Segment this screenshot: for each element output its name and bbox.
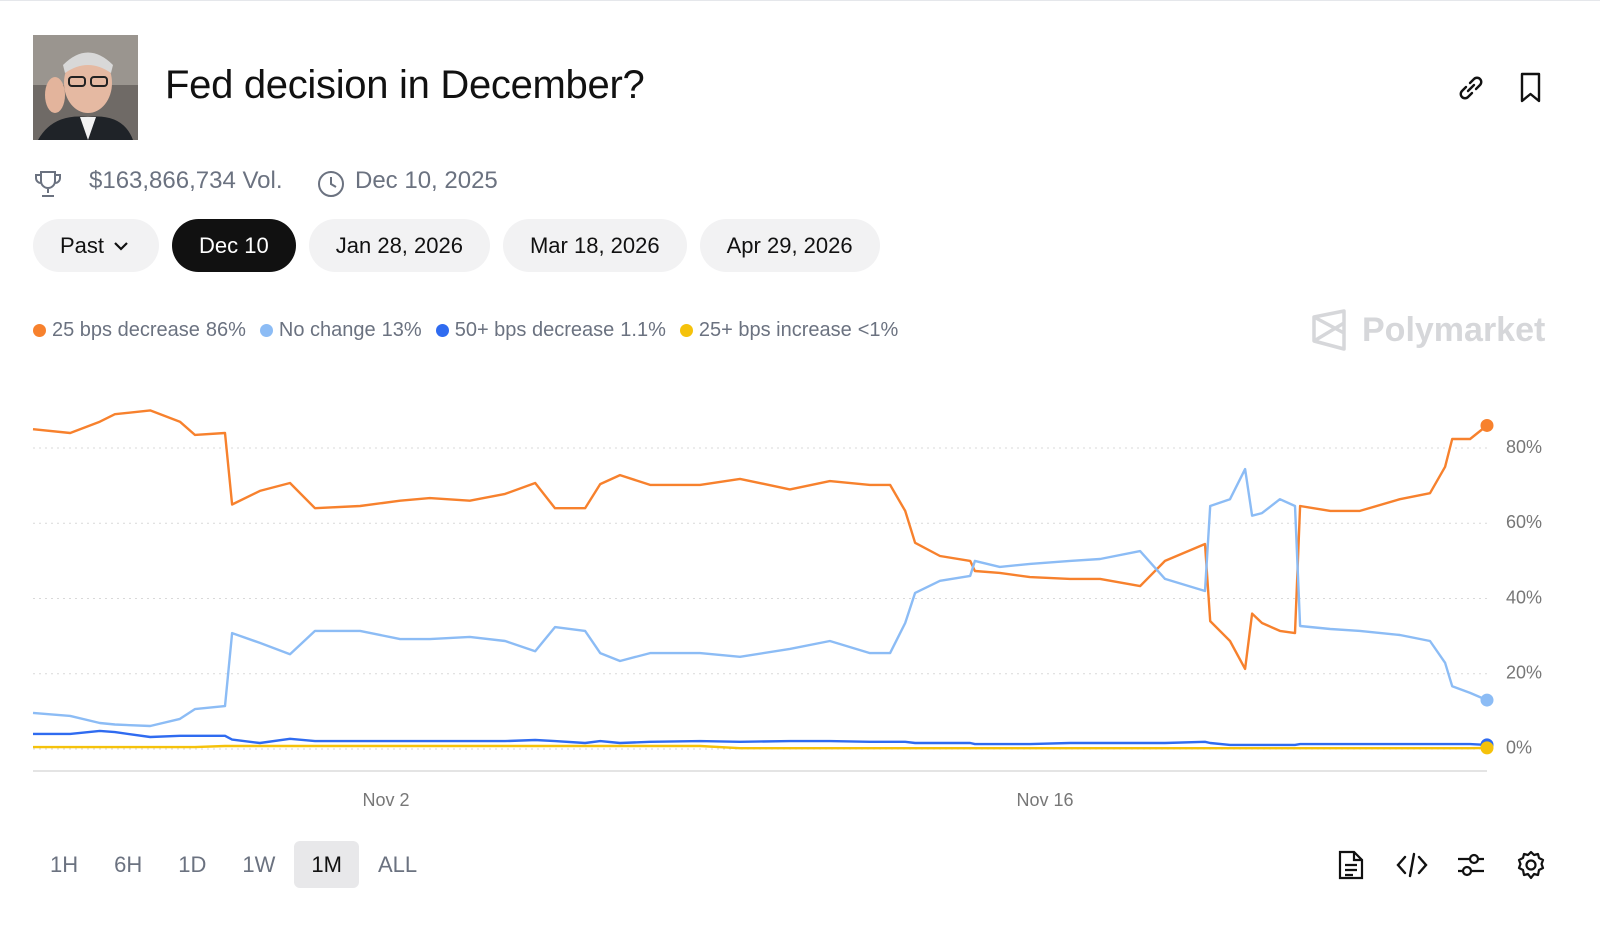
date-tab[interactable]: Mar 18, 2026: [502, 219, 687, 272]
legend-value: 86%: [205, 319, 246, 341]
date-tab[interactable]: Jan 28, 2026: [308, 219, 490, 272]
brand-name: Polymarket: [1362, 310, 1546, 349]
tab-label: Jan 28, 2026: [335, 232, 463, 258]
range-button[interactable]: 1D: [178, 851, 207, 877]
y-tick-label: 0%: [1506, 738, 1532, 758]
range-button[interactable]: 6H: [114, 851, 143, 877]
series-line: [33, 729, 1488, 747]
series-line: [32, 409, 1488, 671]
end-point: [1480, 741, 1494, 755]
settings-icon[interactable]: [1515, 849, 1547, 881]
y-tick-label: 20%: [1506, 663, 1542, 683]
link-icon[interactable]: [1456, 73, 1486, 103]
end-point: [1480, 418, 1494, 432]
legend-dot: [33, 324, 46, 337]
series-line: [33, 744, 1488, 750]
range-button[interactable]: ALL: [377, 851, 418, 877]
tab-label: Past: [60, 232, 105, 258]
tab-label: Apr 29, 2026: [726, 232, 853, 258]
tab-label: Dec 10: [199, 232, 269, 258]
date-tab[interactable]: Dec 10: [172, 219, 296, 272]
x-tick-label: Nov 2: [363, 790, 410, 810]
doc-icon[interactable]: [1336, 849, 1366, 881]
x-tick-label: Nov 16: [1016, 790, 1073, 810]
range-button[interactable]: 1W: [242, 851, 276, 877]
volume: $163,866,734 Vol.: [89, 167, 283, 194]
end-date: Dec 10, 2025: [355, 167, 498, 194]
legend-dot: [435, 324, 449, 337]
legend-dot: [259, 324, 273, 337]
market-title: Fed decision in December?: [165, 63, 645, 107]
y-tick-label: 60%: [1506, 512, 1542, 532]
legend-item: 25+ bps increase <1%: [679, 319, 899, 342]
legend-name: 25 bps decrease: [52, 319, 200, 341]
chevron-icon: [114, 241, 128, 251]
legend-value: 13%: [381, 319, 422, 341]
range-button[interactable]: 1M: [294, 841, 359, 888]
clock-icon: [318, 171, 344, 197]
range-buttons: 1H 6H 1D 1W 1M ALL: [33, 841, 434, 888]
y-tick-label: 80%: [1506, 437, 1542, 457]
end-point: [1480, 693, 1494, 707]
tab-label: Mar 18, 2026: [529, 232, 660, 258]
legend-value: <1%: [857, 319, 899, 341]
bookmark-icon[interactable]: [1517, 71, 1545, 105]
legend-name: 25+ bps increase: [698, 319, 852, 341]
legend-name: No change: [278, 319, 376, 341]
embed-icon[interactable]: [1396, 851, 1428, 879]
filter-icon[interactable]: [1456, 851, 1486, 879]
y-tick-label: 40%: [1506, 587, 1542, 607]
legend-item: 50+ bps decrease 1.1%: [435, 319, 666, 342]
legend-name: 50+ bps decrease: [454, 319, 615, 341]
legend-value: 1.1%: [620, 319, 666, 341]
legend-item: 25 bps decrease 86%: [33, 319, 246, 342]
market-image: [33, 35, 138, 140]
series-line: [32, 467, 1488, 728]
date-tabs: Past Dec 10 Jan 28, 2026 Mar 18, 2026 Apr 29…: [33, 219, 880, 272]
date-tab[interactable]: Past: [33, 219, 160, 272]
brand: Polymarket: [1310, 309, 1545, 351]
legend-dot: [679, 324, 693, 337]
range-button[interactable]: 1H: [50, 851, 79, 877]
trophy-icon: [35, 171, 61, 197]
legend-item: No change 13%: [259, 319, 422, 342]
date-tab[interactable]: Apr 29, 2026: [699, 219, 880, 272]
brand-logo: [1312, 309, 1346, 351]
legend: 25 bps decrease 86% No change 13% 50+ bps de…: [33, 319, 898, 342]
